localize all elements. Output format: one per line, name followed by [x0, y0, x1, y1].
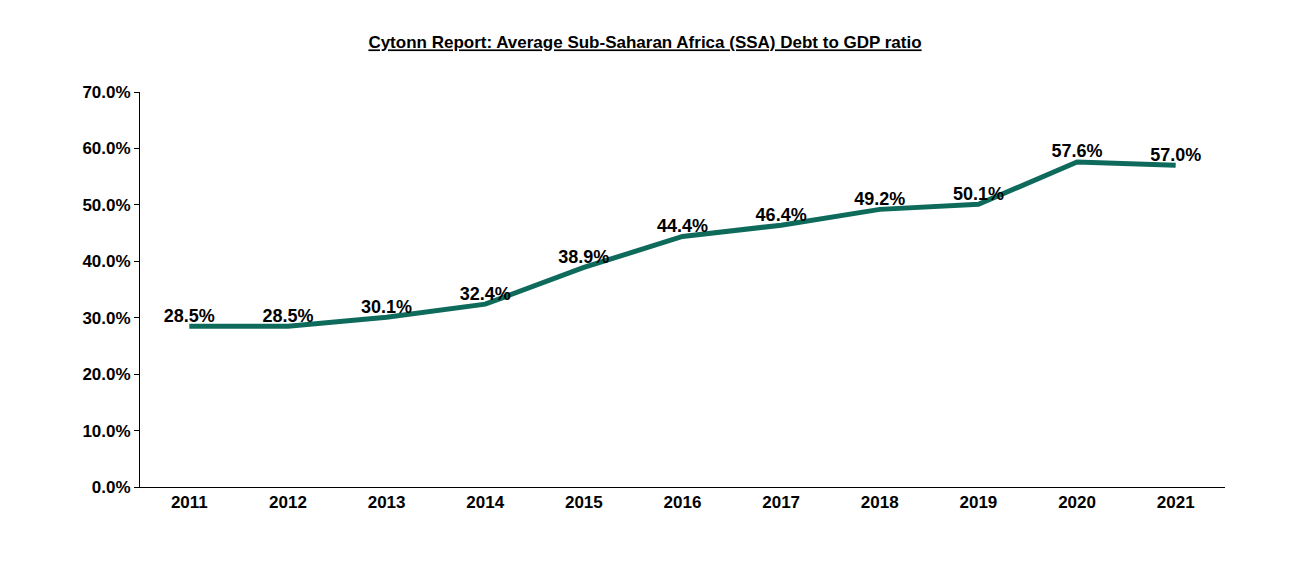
svg-text:49.2%: 49.2% [854, 189, 905, 209]
svg-text:20.0%: 20.0% [82, 365, 130, 384]
svg-text:30.0%: 30.0% [82, 309, 130, 328]
svg-text:2012: 2012 [269, 493, 307, 512]
svg-text:10.0%: 10.0% [82, 422, 130, 441]
svg-text:57.0%: 57.0% [1150, 145, 1201, 165]
svg-text:32.4%: 32.4% [460, 284, 511, 304]
svg-text:2018: 2018 [861, 493, 899, 512]
svg-text:2014: 2014 [466, 493, 504, 512]
svg-text:2011: 2011 [171, 493, 208, 512]
svg-text:Cytonn Report: Average Sub-Sah: Cytonn Report: Average Sub-Saharan Afric… [368, 33, 921, 52]
svg-text:38.9%: 38.9% [558, 247, 609, 267]
svg-text:50.0%: 50.0% [82, 196, 130, 215]
svg-text:70.0%: 70.0% [82, 83, 130, 102]
svg-text:60.0%: 60.0% [82, 139, 130, 158]
svg-text:44.4%: 44.4% [657, 216, 708, 236]
svg-text:46.4%: 46.4% [756, 205, 807, 225]
svg-text:30.1%: 30.1% [361, 297, 412, 317]
svg-text:28.5%: 28.5% [262, 306, 313, 326]
svg-text:40.0%: 40.0% [82, 252, 130, 271]
svg-text:57.6%: 57.6% [1052, 141, 1103, 161]
svg-text:2016: 2016 [664, 493, 702, 512]
svg-text:2021: 2021 [1157, 493, 1195, 512]
svg-text:2015: 2015 [565, 493, 603, 512]
svg-text:28.5%: 28.5% [164, 306, 215, 326]
svg-text:0.0%: 0.0% [92, 478, 131, 497]
svg-text:50.1%: 50.1% [953, 184, 1004, 204]
svg-text:2020: 2020 [1058, 493, 1096, 512]
svg-text:2019: 2019 [959, 493, 997, 512]
svg-text:2017: 2017 [762, 493, 800, 512]
svg-text:2013: 2013 [368, 493, 406, 512]
